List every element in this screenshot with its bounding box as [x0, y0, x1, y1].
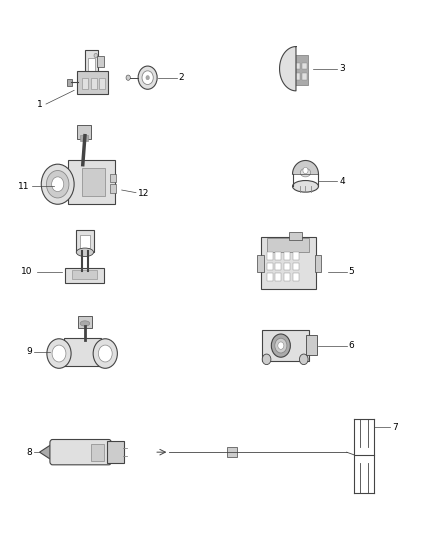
- Polygon shape: [279, 46, 296, 91]
- FancyBboxPatch shape: [227, 447, 237, 457]
- FancyBboxPatch shape: [267, 263, 272, 270]
- FancyBboxPatch shape: [275, 252, 281, 260]
- Circle shape: [278, 342, 284, 349]
- FancyBboxPatch shape: [286, 55, 308, 85]
- FancyBboxPatch shape: [290, 63, 294, 69]
- FancyBboxPatch shape: [275, 273, 281, 281]
- FancyBboxPatch shape: [303, 63, 307, 69]
- FancyBboxPatch shape: [267, 238, 309, 252]
- Circle shape: [41, 164, 74, 204]
- FancyBboxPatch shape: [68, 160, 115, 204]
- FancyBboxPatch shape: [290, 74, 294, 80]
- FancyBboxPatch shape: [306, 335, 317, 355]
- Circle shape: [52, 177, 64, 191]
- Text: 11: 11: [18, 182, 30, 191]
- FancyBboxPatch shape: [76, 230, 94, 252]
- FancyBboxPatch shape: [262, 330, 308, 361]
- Text: 12: 12: [138, 189, 149, 198]
- FancyBboxPatch shape: [258, 255, 264, 272]
- Text: 4: 4: [339, 176, 345, 185]
- FancyBboxPatch shape: [77, 71, 108, 94]
- Ellipse shape: [300, 168, 311, 177]
- Text: 1: 1: [37, 100, 42, 109]
- FancyBboxPatch shape: [82, 168, 105, 196]
- FancyBboxPatch shape: [261, 237, 316, 289]
- FancyBboxPatch shape: [314, 255, 321, 272]
- FancyBboxPatch shape: [91, 443, 104, 461]
- Circle shape: [138, 66, 157, 90]
- FancyBboxPatch shape: [303, 74, 307, 80]
- Circle shape: [52, 345, 66, 362]
- FancyBboxPatch shape: [275, 263, 281, 270]
- Circle shape: [93, 339, 117, 368]
- FancyBboxPatch shape: [91, 78, 97, 90]
- FancyBboxPatch shape: [77, 125, 92, 139]
- Circle shape: [126, 75, 131, 80]
- Circle shape: [275, 338, 287, 353]
- Circle shape: [146, 76, 149, 80]
- FancyBboxPatch shape: [284, 252, 290, 260]
- Circle shape: [262, 354, 271, 365]
- Text: 3: 3: [339, 64, 345, 73]
- Text: 10: 10: [21, 267, 32, 276]
- FancyBboxPatch shape: [293, 273, 299, 281]
- Circle shape: [300, 354, 308, 365]
- Polygon shape: [85, 50, 98, 77]
- FancyBboxPatch shape: [67, 79, 72, 86]
- Ellipse shape: [293, 181, 318, 192]
- FancyBboxPatch shape: [284, 263, 290, 270]
- Ellipse shape: [80, 321, 90, 326]
- Text: 8: 8: [26, 448, 32, 457]
- FancyBboxPatch shape: [82, 78, 88, 90]
- Polygon shape: [293, 160, 318, 174]
- FancyBboxPatch shape: [267, 252, 272, 260]
- Text: 6: 6: [349, 341, 354, 350]
- FancyBboxPatch shape: [296, 63, 300, 69]
- Text: 2: 2: [179, 73, 184, 82]
- FancyBboxPatch shape: [289, 232, 302, 240]
- FancyBboxPatch shape: [80, 236, 90, 248]
- FancyBboxPatch shape: [50, 440, 111, 465]
- Text: 7: 7: [392, 423, 398, 432]
- Circle shape: [271, 334, 290, 357]
- Circle shape: [99, 345, 112, 362]
- FancyBboxPatch shape: [99, 78, 105, 90]
- Text: 5: 5: [349, 267, 354, 276]
- FancyBboxPatch shape: [293, 263, 299, 270]
- FancyBboxPatch shape: [78, 316, 92, 328]
- FancyBboxPatch shape: [64, 338, 101, 366]
- FancyBboxPatch shape: [107, 441, 124, 463]
- Circle shape: [47, 339, 71, 368]
- Circle shape: [142, 71, 153, 85]
- Circle shape: [46, 171, 69, 198]
- FancyBboxPatch shape: [293, 252, 299, 260]
- FancyBboxPatch shape: [284, 273, 290, 281]
- Circle shape: [94, 53, 98, 58]
- FancyBboxPatch shape: [80, 135, 88, 141]
- Text: 9: 9: [26, 348, 32, 357]
- FancyBboxPatch shape: [88, 58, 95, 72]
- Polygon shape: [39, 443, 53, 461]
- FancyBboxPatch shape: [66, 268, 104, 283]
- FancyBboxPatch shape: [296, 74, 300, 80]
- Ellipse shape: [76, 248, 94, 256]
- Circle shape: [303, 167, 308, 174]
- FancyBboxPatch shape: [98, 56, 103, 67]
- FancyBboxPatch shape: [110, 174, 116, 182]
- FancyBboxPatch shape: [267, 273, 272, 281]
- FancyBboxPatch shape: [110, 184, 116, 192]
- FancyBboxPatch shape: [72, 270, 98, 279]
